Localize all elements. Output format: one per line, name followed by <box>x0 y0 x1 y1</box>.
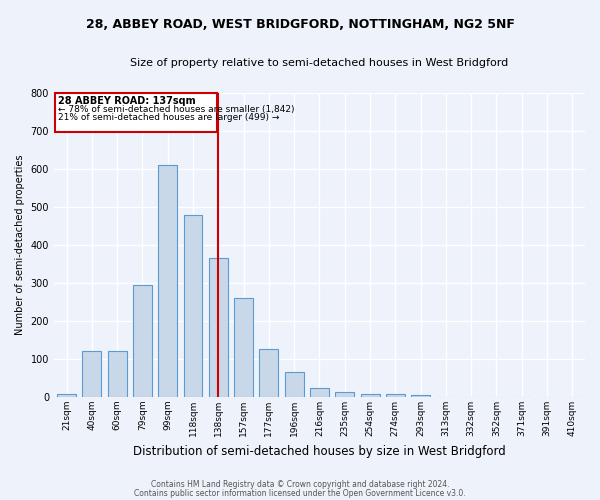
X-axis label: Distribution of semi-detached houses by size in West Bridgford: Distribution of semi-detached houses by … <box>133 444 506 458</box>
Title: Size of property relative to semi-detached houses in West Bridgford: Size of property relative to semi-detach… <box>130 58 509 68</box>
Text: 28, ABBEY ROAD, WEST BRIDGFORD, NOTTINGHAM, NG2 5NF: 28, ABBEY ROAD, WEST BRIDGFORD, NOTTINGH… <box>86 18 514 30</box>
Bar <box>335 392 354 397</box>
Bar <box>284 372 304 397</box>
Bar <box>57 394 76 397</box>
Bar <box>209 258 228 397</box>
Bar <box>310 388 329 397</box>
Bar <box>361 394 380 397</box>
Bar <box>133 285 152 397</box>
Bar <box>107 352 127 397</box>
Text: Contains HM Land Registry data © Crown copyright and database right 2024.: Contains HM Land Registry data © Crown c… <box>151 480 449 489</box>
Bar <box>82 352 101 397</box>
Bar <box>234 298 253 397</box>
Bar <box>386 394 405 397</box>
Text: 28 ABBEY ROAD: 137sqm: 28 ABBEY ROAD: 137sqm <box>58 96 196 106</box>
Bar <box>259 349 278 397</box>
Text: ← 78% of semi-detached houses are smaller (1,842): ← 78% of semi-detached houses are smalle… <box>58 104 294 114</box>
Bar <box>158 166 177 397</box>
Text: 21% of semi-detached houses are larger (499) →: 21% of semi-detached houses are larger (… <box>58 113 279 122</box>
Bar <box>55 94 217 132</box>
Text: Contains public sector information licensed under the Open Government Licence v3: Contains public sector information licen… <box>134 489 466 498</box>
Bar <box>411 395 430 397</box>
Bar <box>184 215 202 397</box>
Y-axis label: Number of semi-detached properties: Number of semi-detached properties <box>15 155 25 336</box>
